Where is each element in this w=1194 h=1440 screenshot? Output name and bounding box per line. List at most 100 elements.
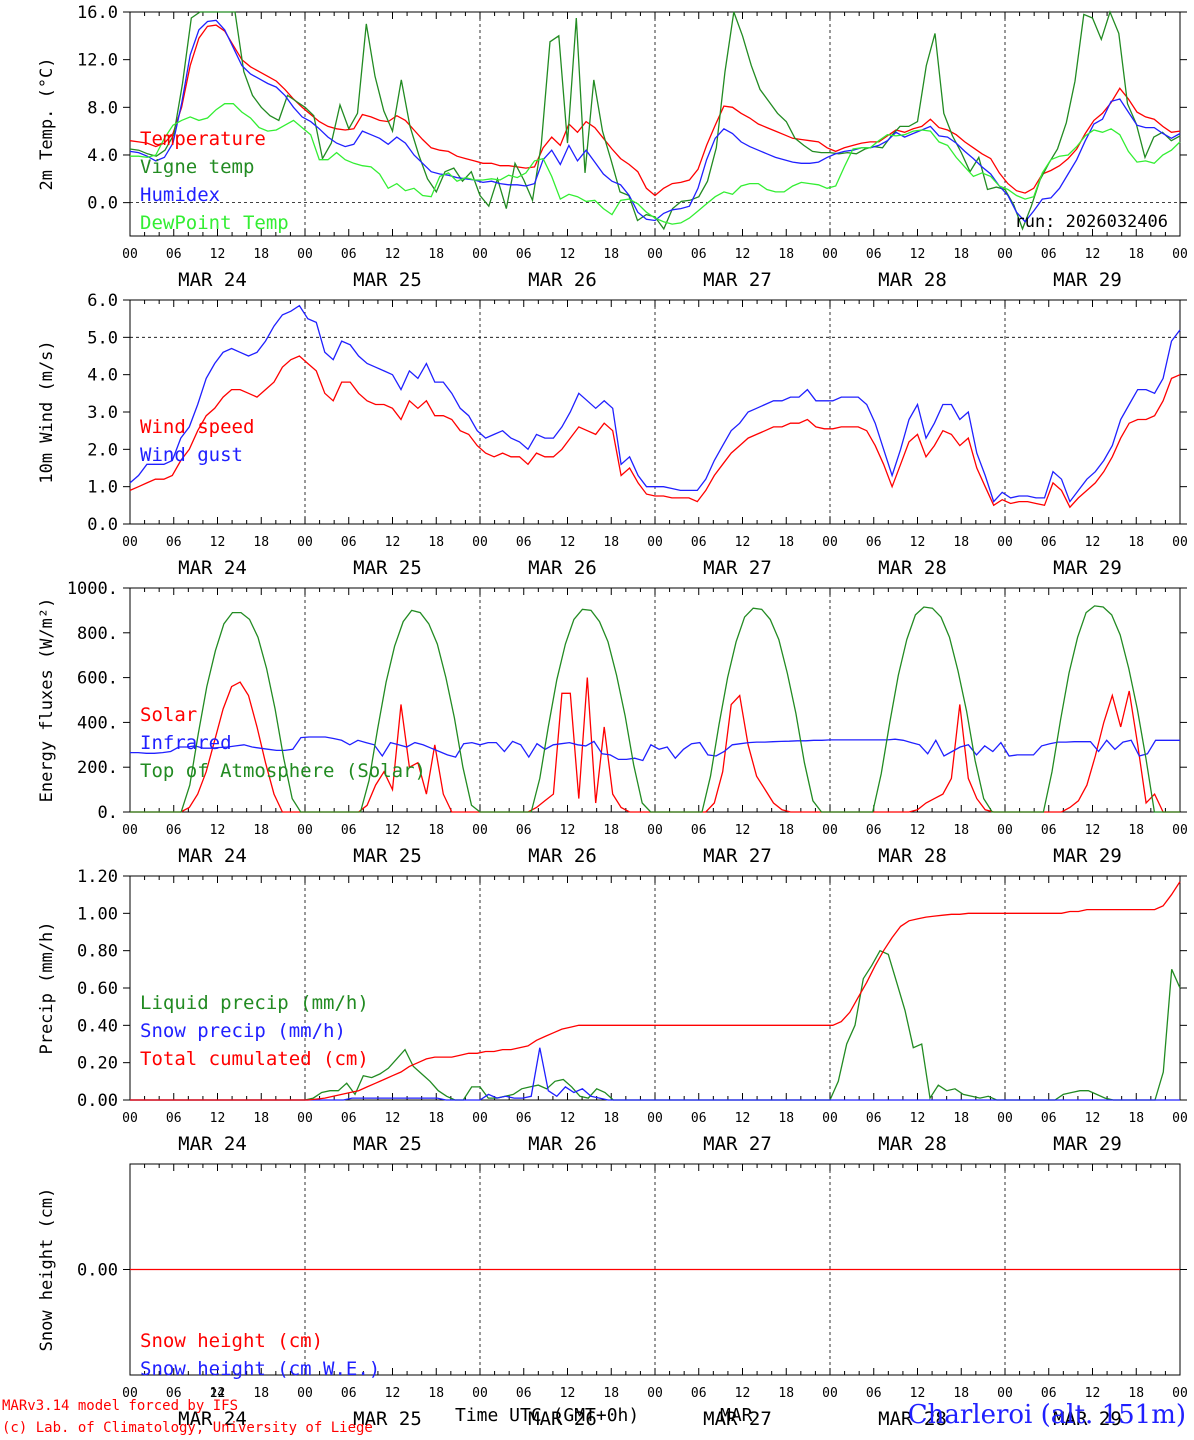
- day-label: MAR 29: [1053, 557, 1122, 579]
- x-tick-label: 12: [560, 1386, 576, 1401]
- footer-day-label: 24: [210, 1386, 225, 1400]
- day-label: MAR 29: [1053, 269, 1122, 291]
- x-tick-label: 00: [297, 1386, 313, 1401]
- x-tick-label: 12: [735, 1386, 751, 1401]
- y-tick-label: 600.: [77, 669, 118, 689]
- x-tick-label: 00: [122, 823, 138, 838]
- x-tick-label: 06: [691, 1386, 707, 1401]
- x-tick-label: 12: [385, 1111, 401, 1126]
- x-tick-label: 00: [997, 1111, 1013, 1126]
- x-tick-label: 06: [866, 1386, 882, 1401]
- x-tick-label: 00: [822, 1386, 838, 1401]
- y-tick-label: 0.00: [77, 1261, 118, 1281]
- station-name: Charleroi (alt. 151m): [907, 1400, 1186, 1430]
- y-tick-label: 0.0: [87, 515, 118, 535]
- x-tick-label: 00: [297, 823, 313, 838]
- x-tick-label: 12: [735, 535, 751, 550]
- x-tick-label: 06: [516, 535, 532, 550]
- legend-entry: Vigne temp: [140, 156, 254, 178]
- y-tick-label: 0.0: [87, 194, 118, 214]
- x-tick-label: 06: [1041, 1386, 1057, 1401]
- x-tick-label: 06: [691, 535, 707, 550]
- x-tick-label: 06: [341, 823, 357, 838]
- x-tick-label: 12: [560, 1111, 576, 1126]
- y-axis-label: Precip (mm/h): [37, 921, 57, 1054]
- x-tick-label: 18: [428, 1386, 444, 1401]
- y-tick-label: 1.00: [77, 904, 118, 924]
- x-tick-label: 12: [385, 1386, 401, 1401]
- series-line-total-cumulated-cm-: [130, 881, 1181, 1101]
- day-label: MAR 27: [703, 845, 772, 867]
- day-label: MAR 28: [878, 1133, 947, 1155]
- legend-entry: DewPoint Temp: [140, 212, 289, 234]
- x-tick-label: 00: [297, 1111, 313, 1126]
- x-tick-label: 18: [253, 1386, 269, 1401]
- x-tick-label: 12: [385, 823, 401, 838]
- x-tick-label: 18: [428, 823, 444, 838]
- x-tick-label: 00: [472, 1111, 488, 1126]
- x-tick-label: 06: [691, 823, 707, 838]
- model-credit: MARv3.14 model forced by IFS: [2, 1398, 239, 1414]
- y-tick-label: 200.: [77, 758, 118, 778]
- x-tick-label: 18: [253, 823, 269, 838]
- panel-frame: [129, 299, 1181, 525]
- y-tick-label: 0.40: [77, 1016, 118, 1036]
- x-tick-label: 18: [1128, 823, 1144, 838]
- series-line-infrared: [130, 736, 1180, 762]
- x-tick-label: 06: [341, 247, 357, 262]
- x-tick-label: 00: [647, 247, 663, 262]
- x-tick-label: 18: [1128, 247, 1144, 262]
- x-tick-label: 06: [166, 1111, 182, 1126]
- x-tick-label: 18: [428, 1111, 444, 1126]
- x-tick-label: 12: [1085, 823, 1101, 838]
- x-tick-label: 18: [778, 1111, 794, 1126]
- legend-entry: Liquid precip (mm/h): [140, 992, 369, 1014]
- day-label: MAR 27: [703, 557, 772, 579]
- x-tick-label: 06: [516, 823, 532, 838]
- x-tick-label: 06: [341, 1111, 357, 1126]
- day-label: MAR 27: [703, 269, 772, 291]
- y-tick-label: 0.80: [77, 942, 118, 962]
- x-tick-label: 06: [1041, 247, 1057, 262]
- x-tick-label: 12: [560, 247, 576, 262]
- x-tick-label: 18: [253, 535, 269, 550]
- x-tick-label: 06: [516, 1111, 532, 1126]
- x-tick-label: 00: [122, 1111, 138, 1126]
- y-tick-label: 0.60: [77, 979, 118, 999]
- y-tick-label: 400.: [77, 713, 118, 733]
- day-label: MAR 25: [353, 269, 422, 291]
- x-tick-label: 12: [560, 823, 576, 838]
- x-tick-label: 12: [735, 1111, 751, 1126]
- x-tick-label: 00: [997, 823, 1013, 838]
- x-tick-label: 18: [603, 247, 619, 262]
- x-tick-label: 00: [1172, 535, 1188, 550]
- lab-credit: (c) Lab. of Climatology, University of L…: [2, 1420, 373, 1436]
- x-tick-label: 12: [1085, 1111, 1101, 1126]
- x-tick-label: 06: [866, 823, 882, 838]
- day-label: MAR 28: [878, 557, 947, 579]
- x-tick-label: 06: [341, 535, 357, 550]
- x-tick-label: 18: [603, 1111, 619, 1126]
- x-tick-label: 12: [910, 1386, 926, 1401]
- y-tick-label: 4.0: [87, 366, 118, 386]
- y-tick-label: 2.0: [87, 440, 118, 460]
- x-tick-label: 12: [210, 1111, 226, 1126]
- series-line-top-of-atmosphere-solar-: [130, 605, 1180, 813]
- x-tick-label: 12: [1085, 535, 1101, 550]
- x-tick-label: 00: [997, 1386, 1013, 1401]
- x-tick-label: 06: [166, 247, 182, 262]
- x-tick-label: 18: [253, 1111, 269, 1126]
- x-tick-label: 00: [997, 535, 1013, 550]
- legend-entry: Humidex: [140, 184, 220, 206]
- x-tick-label: 06: [341, 1386, 357, 1401]
- day-label: MAR 29: [1053, 1133, 1122, 1155]
- day-label: MAR 24: [178, 269, 247, 291]
- x-tick-label: 00: [122, 1386, 138, 1401]
- x-tick-label: 00: [472, 1386, 488, 1401]
- x-tick-label: 18: [778, 1386, 794, 1401]
- day-label: MAR 27: [703, 1408, 772, 1430]
- x-tick-label: 18: [778, 535, 794, 550]
- y-tick-label: 1000.: [67, 579, 118, 599]
- x-tick-label: 12: [385, 535, 401, 550]
